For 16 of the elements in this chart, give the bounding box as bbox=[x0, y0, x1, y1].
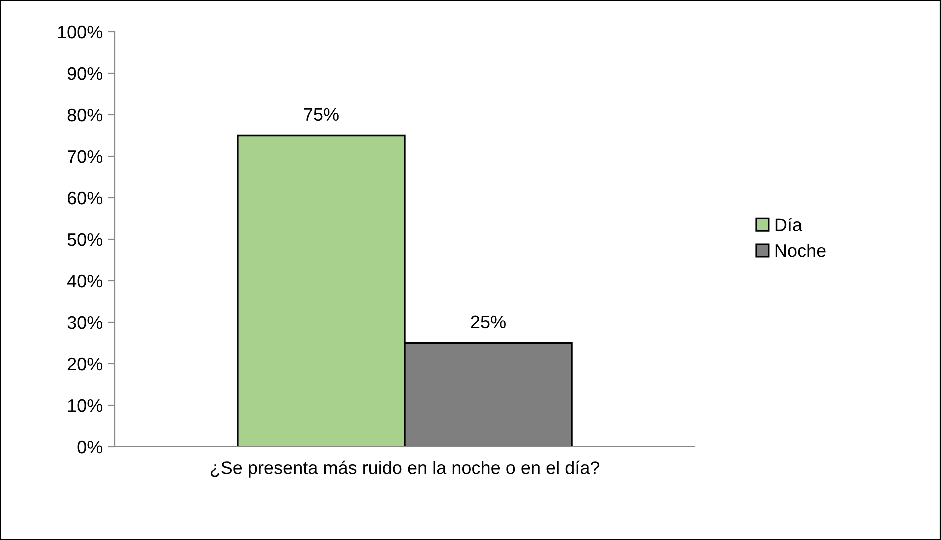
y-tick-label: 90% bbox=[68, 67, 103, 80]
y-tick-label: 30% bbox=[68, 316, 103, 330]
y-tick-label: 60% bbox=[68, 192, 103, 205]
legend-label: Día bbox=[776, 218, 803, 232]
legend-label: Noche bbox=[776, 244, 826, 258]
y-tick-label: 100% bbox=[58, 26, 103, 39]
y-tick-label: 50% bbox=[68, 233, 103, 246]
y-tick-label: 0% bbox=[78, 440, 103, 454]
y-tick-label: 10% bbox=[68, 399, 103, 412]
y-tick-label: 40% bbox=[67, 274, 103, 288]
y-tick-label: 80% bbox=[68, 108, 103, 122]
y-tick-label: 20% bbox=[68, 358, 103, 371]
data-label: 25% bbox=[471, 316, 506, 329]
data-label: 75% bbox=[304, 108, 339, 122]
y-tick-label: 70% bbox=[68, 150, 103, 164]
x-tick-label: ¿Se presenta más ruido en la noche o en el día? bbox=[210, 460, 600, 478]
